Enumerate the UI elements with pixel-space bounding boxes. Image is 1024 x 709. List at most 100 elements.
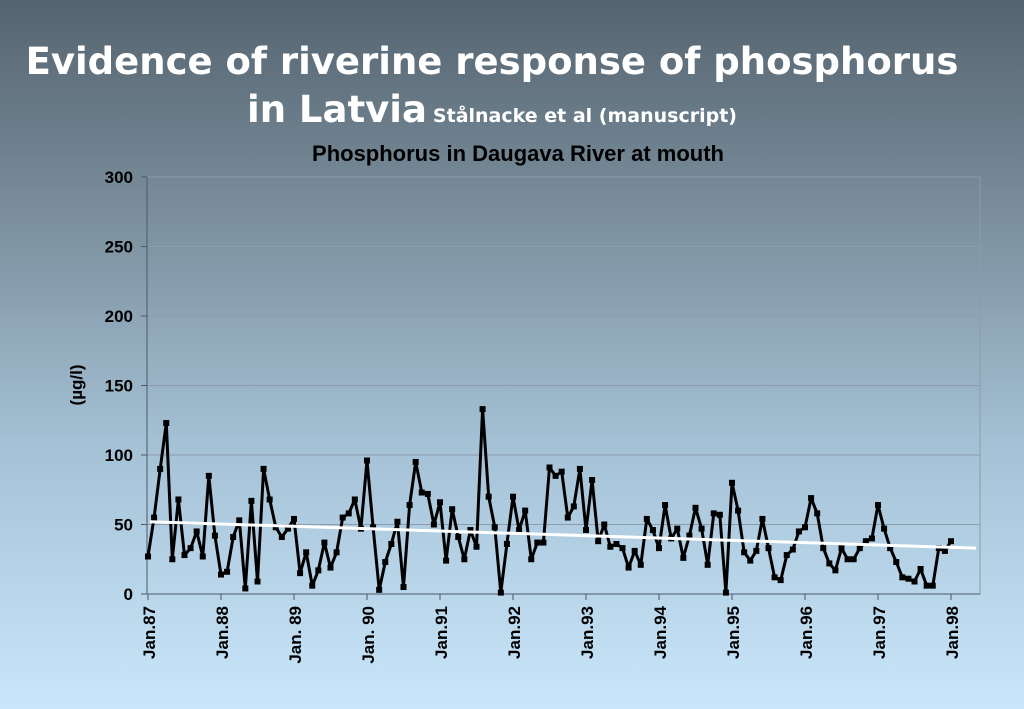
data-point (333, 549, 340, 556)
x-tick-label: Jan.97 (870, 606, 889, 659)
data-point (905, 575, 912, 582)
data-point (674, 525, 681, 532)
data-point (692, 504, 699, 511)
data-point (175, 496, 182, 503)
data-point (303, 549, 310, 556)
data-point (400, 584, 407, 591)
data-point (948, 538, 954, 545)
series-layer (145, 406, 977, 596)
data-point (473, 543, 480, 550)
data-point (449, 506, 456, 513)
data-point (503, 540, 510, 547)
data-point (814, 510, 821, 517)
y-axis-label: (µg/l) (67, 365, 86, 406)
data-point (491, 524, 498, 531)
data-point (789, 546, 796, 553)
data-point (272, 524, 279, 531)
data-point (455, 534, 462, 541)
data-point (309, 582, 316, 589)
data-point (230, 534, 237, 541)
data-point (826, 560, 833, 567)
data-point (424, 490, 431, 497)
data-point (917, 565, 924, 572)
x-tick-label: Jan.87 (140, 606, 159, 659)
data-point (327, 564, 334, 571)
y-tick-label: 0 (124, 585, 133, 604)
data-point (753, 547, 760, 554)
data-point (656, 545, 662, 552)
data-point (412, 458, 419, 465)
trend-line (149, 520, 977, 550)
data-point (802, 524, 808, 531)
data-point (364, 457, 370, 464)
data-point (765, 545, 772, 552)
data-point (382, 559, 389, 566)
axes (141, 176, 980, 600)
x-tick-label: Jan.94 (651, 605, 670, 658)
data-point (808, 495, 815, 502)
data-point (923, 582, 930, 589)
data-point (218, 571, 224, 578)
data-point (376, 586, 383, 593)
data-point (205, 472, 212, 479)
data-point (911, 578, 918, 585)
data-point (430, 521, 437, 528)
data-point (291, 515, 297, 522)
data-point (893, 559, 900, 566)
data-point (224, 568, 231, 575)
y-tick-label: 50 (114, 516, 133, 535)
data-point (199, 553, 206, 560)
data-point (370, 524, 377, 531)
data-point (297, 570, 304, 577)
data-point (704, 561, 711, 568)
data-point (771, 574, 778, 581)
data-point (716, 511, 723, 518)
y-tick-label: 300 (105, 168, 133, 187)
data-point (625, 564, 632, 571)
data-point (260, 465, 267, 472)
data-point (151, 514, 158, 521)
data-point (236, 517, 243, 524)
data-point (686, 532, 693, 539)
x-tick-label: Jan.96 (797, 606, 816, 659)
data-point (619, 545, 626, 552)
data-point (211, 532, 218, 539)
data-point (157, 465, 164, 472)
data-point (722, 589, 729, 596)
data-point (589, 477, 596, 484)
data-point (899, 574, 906, 581)
data-point (844, 556, 851, 563)
data-point (248, 497, 255, 504)
data-point (929, 582, 936, 589)
data-point (528, 556, 535, 563)
data-point (510, 493, 516, 500)
data-point (145, 553, 151, 560)
x-tick-label: Jan. 90 (359, 606, 378, 664)
data-point (418, 489, 425, 496)
data-point (698, 525, 705, 532)
data-point (570, 503, 577, 510)
data-point (315, 567, 322, 574)
data-point (595, 538, 602, 545)
data-point (351, 496, 358, 503)
data-point (887, 545, 894, 552)
data-point (875, 502, 881, 509)
data-point (163, 420, 170, 427)
data-point (266, 496, 273, 503)
data-point (607, 543, 614, 550)
data-point (552, 472, 559, 479)
x-tick-label: Jan. 89 (286, 606, 305, 664)
data-point (832, 567, 839, 574)
data-point (649, 527, 656, 534)
data-point (479, 406, 486, 413)
data-point (254, 578, 261, 585)
title-subtitle: Stålnacke et al (manuscript) (432, 105, 737, 127)
data-point (576, 465, 583, 472)
data-point (601, 521, 608, 528)
data-point (193, 528, 200, 535)
data-point (941, 547, 948, 554)
data-point (242, 585, 249, 592)
data-point (862, 538, 869, 545)
y-tick-label: 150 (105, 377, 133, 396)
x-tick-labels: Jan.87 Jan.88 Jan. 89 Jan. 90 Jan.91 Jan.92 Ja… (140, 605, 962, 663)
